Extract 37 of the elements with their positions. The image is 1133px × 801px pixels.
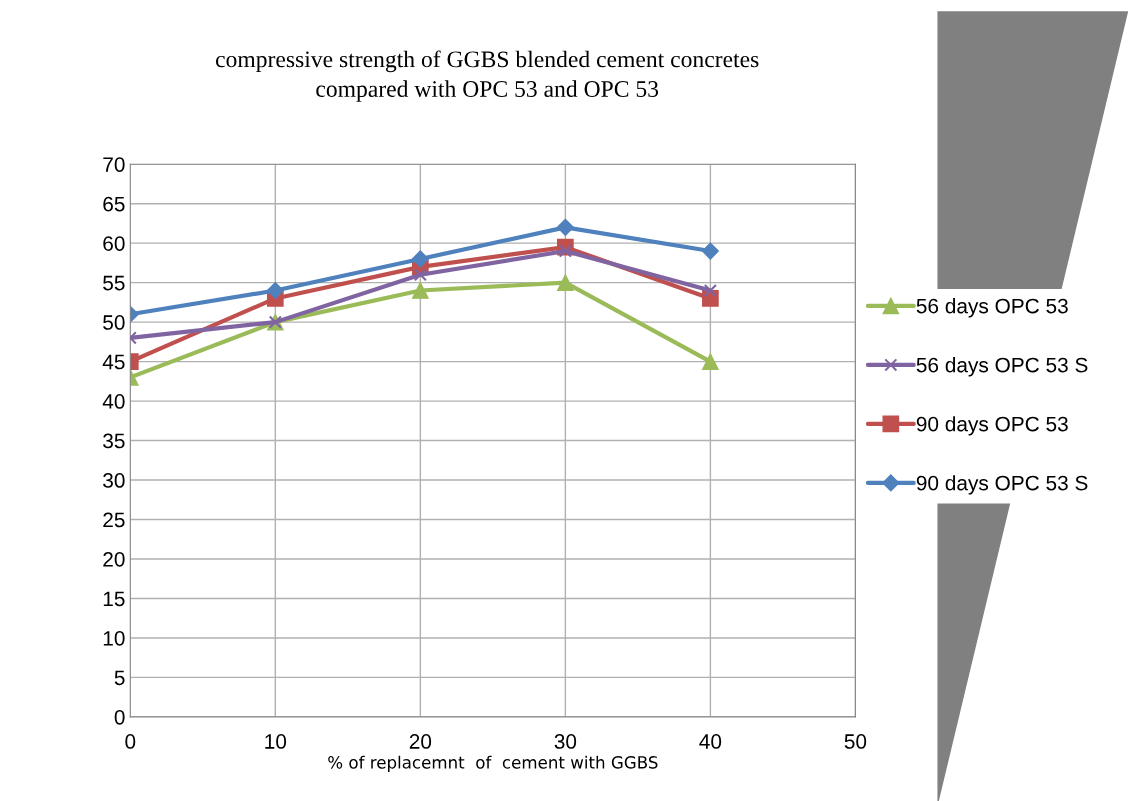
x-axis-title: % of replacemnt of cement with GGBS <box>328 755 658 772</box>
y-tick-label: 40 <box>102 394 125 409</box>
chart-title: compressive strength of GGBS blended cement concretes compared with OPC 53 and OPC 53 <box>215 50 759 102</box>
y-tick-label: 20 <box>103 551 125 567</box>
y-tick-label: 45 <box>102 354 125 370</box>
legend-label: 56 days OPC 53 S <box>916 357 1088 377</box>
point <box>558 244 572 258</box>
point <box>557 274 574 291</box>
x-tick-label: 10 <box>265 734 287 749</box>
point <box>701 242 719 260</box>
y-tick-label: 60 <box>103 236 125 251</box>
legend-label: 90 days OPC 53 <box>916 416 1068 436</box>
y-tick-label: 30 <box>103 473 125 488</box>
y-tick-label: 50 <box>103 315 125 330</box>
y-tick-label: 0 <box>114 709 125 725</box>
point <box>411 250 429 268</box>
y-tick-label: 70 <box>103 157 125 172</box>
y-tick-label: 65 <box>103 196 125 212</box>
point <box>556 218 574 236</box>
y-tick-label: 35 <box>103 433 125 449</box>
x-tick-label: 30 <box>554 734 577 749</box>
y-tick-label: 5 <box>114 670 125 686</box>
y-tick-label: 55 <box>103 275 125 291</box>
legend-label: 56 days OPC 53 <box>916 298 1068 318</box>
x-tick-label: 40 <box>699 734 722 749</box>
y-tick-label: 15 <box>103 591 125 607</box>
x-tick-label: 50 <box>844 734 867 749</box>
point <box>703 283 717 298</box>
point <box>266 281 284 300</box>
x-tick-label: 0 <box>125 734 136 749</box>
y-tick-label: 25 <box>103 512 125 528</box>
point <box>702 353 719 370</box>
point <box>413 268 427 282</box>
point <box>412 282 429 299</box>
legend-label: 90 days OPC 53 S <box>916 475 1088 495</box>
x-tick-label: 20 <box>409 734 432 749</box>
y-tick-label: 10 <box>103 630 125 646</box>
